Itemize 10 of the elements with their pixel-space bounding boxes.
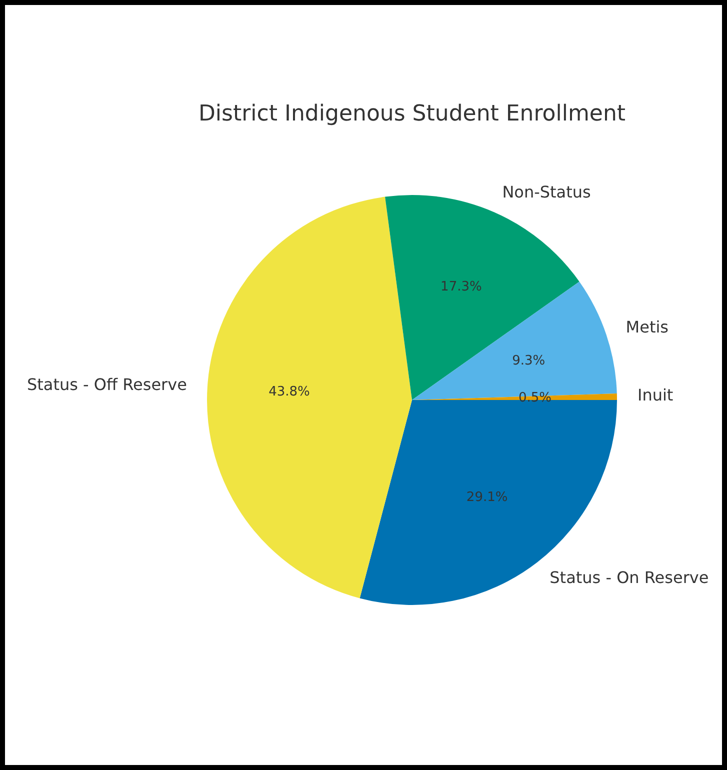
data-label: 29.1% — [466, 490, 508, 505]
chart-title: District Indigenous Student Enrollment — [198, 102, 626, 127]
data-label: 9.3% — [512, 353, 546, 368]
data-label: 17.3% — [440, 280, 482, 295]
slice-label: Non-Status — [502, 182, 591, 202]
slice-label: Inuit — [637, 386, 674, 405]
slice-label: Metis — [626, 317, 668, 336]
slice-label: Status - On Reserve — [550, 568, 709, 587]
data-label: 43.8% — [268, 384, 310, 400]
slice-label: Status - Off Reserve — [26, 374, 187, 394]
